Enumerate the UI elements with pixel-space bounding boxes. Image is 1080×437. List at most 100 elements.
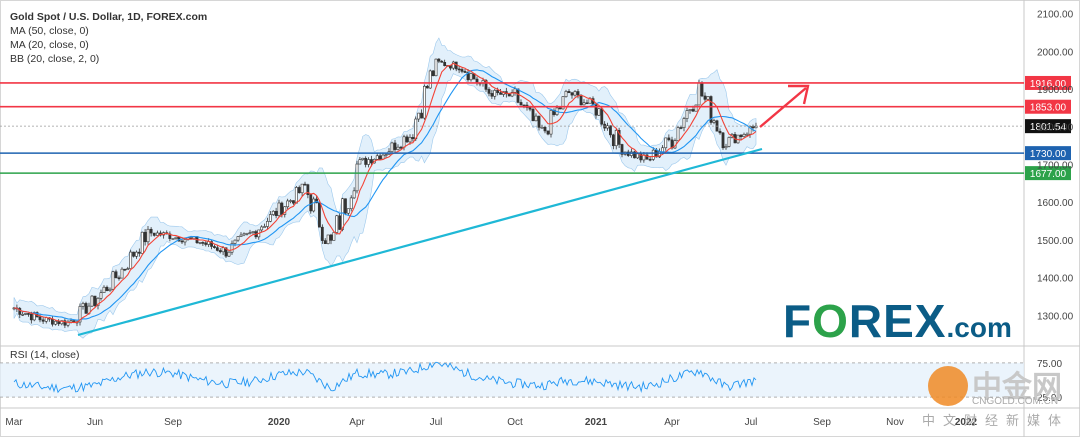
candle-body (434, 58, 438, 77)
candle-body (242, 233, 246, 236)
candle-body (463, 71, 467, 73)
cngold-watermark: 中金网 CNGOLD.COM.CN 中文财经新媒体 (922, 360, 1072, 430)
candle-body (266, 221, 269, 227)
rsi-legend: RSI (14, close) (10, 349, 80, 361)
y-tick-label: 1400.00 (1037, 274, 1074, 285)
level-label: 1730.00 (1030, 149, 1067, 160)
candle-body (81, 303, 85, 307)
y-tick-label: 2000.00 (1037, 47, 1074, 58)
candle-body (367, 159, 370, 165)
candle-body (230, 243, 234, 253)
watermark-sub: 中文财经新媒体 (922, 413, 1070, 428)
projection-arrow-shaft (759, 87, 807, 128)
candle-body (292, 200, 295, 204)
candle-body (277, 202, 281, 216)
candle-body (384, 154, 388, 156)
candle-body (664, 137, 668, 149)
candle-body (152, 232, 156, 236)
x-tick-label: Jul (430, 417, 443, 428)
level-label: 1853.00 (1030, 103, 1067, 114)
candle-body (108, 288, 112, 291)
candle-body (537, 115, 541, 128)
x-tick-label: Jul (745, 417, 758, 428)
candle-body (600, 108, 604, 125)
candle-body (487, 89, 491, 94)
candle-body (617, 130, 621, 145)
legend-bb: BB (20, close, 2, 0) (10, 53, 100, 65)
candle-body (57, 320, 61, 325)
x-axis: Mar Jun Sep 2020 Apr Jul Oct 2021 Apr Jul Sep Nov 20… (5, 417, 977, 428)
candle-body (323, 240, 327, 244)
candle-body (597, 108, 601, 116)
watermark-domain: CNGOLD.COM.CN (972, 396, 1059, 407)
candle-body (519, 102, 523, 106)
candle-body (399, 146, 403, 149)
candle-body (96, 298, 100, 306)
candle-body (329, 234, 333, 241)
candle-body (364, 157, 368, 165)
candle-body (320, 226, 324, 241)
horizontal-levels: 1916.00 1853.00 1730.00 1677.00 1801.54 (0, 75, 1071, 181)
y-axis: 1300.00 1400.00 1500.00 1600.00 1700.00 1800.… (1037, 10, 1074, 323)
candle-body (143, 231, 147, 243)
candle-body (370, 159, 373, 164)
candle-body (135, 251, 138, 257)
candle-body (315, 198, 318, 204)
candle-body (466, 72, 470, 81)
candle-body (549, 110, 553, 135)
candle-body (155, 232, 159, 236)
candle-body (24, 313, 27, 315)
rsi-tick: 25.00 (1037, 393, 1062, 404)
candle-body (149, 228, 153, 234)
candle-body (174, 236, 178, 239)
candle-body (451, 61, 455, 69)
candle-body (286, 200, 290, 208)
candle-body (201, 242, 205, 244)
candle-body (306, 184, 310, 195)
candle-body (528, 107, 532, 110)
candle-body (54, 320, 57, 325)
candle-body (396, 146, 400, 150)
candle-body (751, 126, 755, 129)
x-tick-label: Oct (507, 417, 523, 428)
candle-body (338, 215, 342, 230)
y-tick-label: 1900.00 (1037, 85, 1074, 96)
candle-body (137, 251, 141, 254)
candle-body (183, 239, 187, 243)
current-price-box (1025, 119, 1071, 134)
candle-body (69, 320, 73, 323)
candle-body (576, 91, 580, 96)
candle-body (676, 127, 680, 141)
rsi-panel: 75.00 25.00 (0, 359, 1062, 404)
candle-body (564, 91, 568, 97)
candle-body (682, 118, 686, 128)
candle-body (381, 154, 385, 160)
level-label-box (1025, 146, 1071, 161)
candle-body (303, 183, 307, 186)
x-tick-label: Mar (5, 417, 23, 428)
candle-body (606, 125, 609, 129)
candle-body (117, 277, 121, 280)
cngold-logo-icon (928, 366, 968, 406)
candle-body (620, 144, 624, 155)
candle-body (431, 70, 435, 77)
candle-body (437, 58, 441, 62)
candle-body (694, 104, 698, 112)
x-tick-label: 2022 (955, 417, 978, 428)
candle-body (227, 251, 231, 257)
legend-ma20: MA (20, close, 0) (10, 39, 89, 51)
candles (12, 58, 758, 329)
candle-body (700, 82, 704, 97)
rsi-line (13, 361, 757, 394)
candle-body (611, 134, 615, 147)
x-tick-label: Apr (664, 417, 680, 428)
candle-body (352, 190, 356, 199)
candle-body (132, 251, 135, 257)
candle-body (531, 108, 535, 122)
level-label: 1677.00 (1030, 169, 1067, 180)
candle-body (469, 73, 473, 81)
candle-body (335, 215, 339, 233)
chart-title: Gold Spot / U.S. Dollar, 1D, FOREX.com (10, 11, 208, 23)
bollinger-band-area (13, 37, 757, 339)
candle-body (221, 247, 225, 253)
